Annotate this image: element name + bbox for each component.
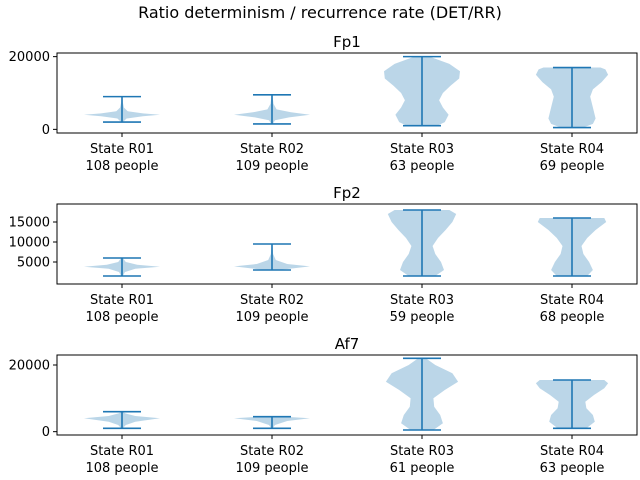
x-tick-label-state: State R04 [540,293,604,308]
x-tick-label-count: 63 people [390,159,455,174]
x-tick-label-count: 68 people [540,310,605,325]
panel-af7: Af7 0 20000 State R01 108 people State R02 109… [9,335,638,476]
x-tick-label-state: State R04 [540,444,604,459]
x-tick-label-count: 108 people [85,310,158,325]
x-tick-label-count: 59 people [390,310,455,325]
x-tick-label-count: 63 people [540,461,605,476]
x-tick-label-state: State R03 [390,142,454,157]
y-tick-label: 20000 [9,50,50,65]
x-tick-label-count: 108 people [85,461,158,476]
y-tick-label: 0 [42,123,50,138]
x-tick-label-state: State R03 [390,293,454,308]
x-tick-label-count: 109 people [235,310,308,325]
x-tick-label-count: 61 people [390,461,455,476]
panel-title: Fp2 [333,184,361,202]
x-tick-label-state: State R04 [540,142,604,157]
y-tick-label: 15000 [9,216,50,231]
x-tick-label-count: 69 people [540,159,605,174]
x-tick-label-count: 109 people [235,461,308,476]
panel-fp2: Fp2 5000 10000 15000 State R01 108 people Stat… [9,184,638,325]
x-tick-label-state: State R03 [390,444,454,459]
x-tick-label-state: State R01 [90,444,154,459]
axes-frame [56,203,638,285]
y-tick-label: 10000 [9,236,50,251]
x-tick-label-state: State R01 [90,142,154,157]
x-tick-label-count: 109 people [235,159,308,174]
x-tick-label-state: State R02 [240,444,304,459]
x-tick-label-state: State R01 [90,293,154,308]
panel-title: Af7 [335,335,360,353]
figure-title: Ratio determinism / recurrence rate (DET… [138,3,502,22]
y-tick-label: 20000 [9,359,50,374]
x-tick-label-count: 108 people [85,159,158,174]
axes-frame [56,52,638,134]
axes-frame [56,354,638,436]
x-tick-label-state: State R02 [240,293,304,308]
y-tick-label: 0 [42,425,50,440]
y-tick-label: 5000 [17,256,50,271]
panel-title: Fp1 [333,33,361,51]
panel-fp1: Fp1 0 20000 State R01 108 people State R02 109… [9,33,638,174]
x-tick-label-state: State R02 [240,142,304,157]
